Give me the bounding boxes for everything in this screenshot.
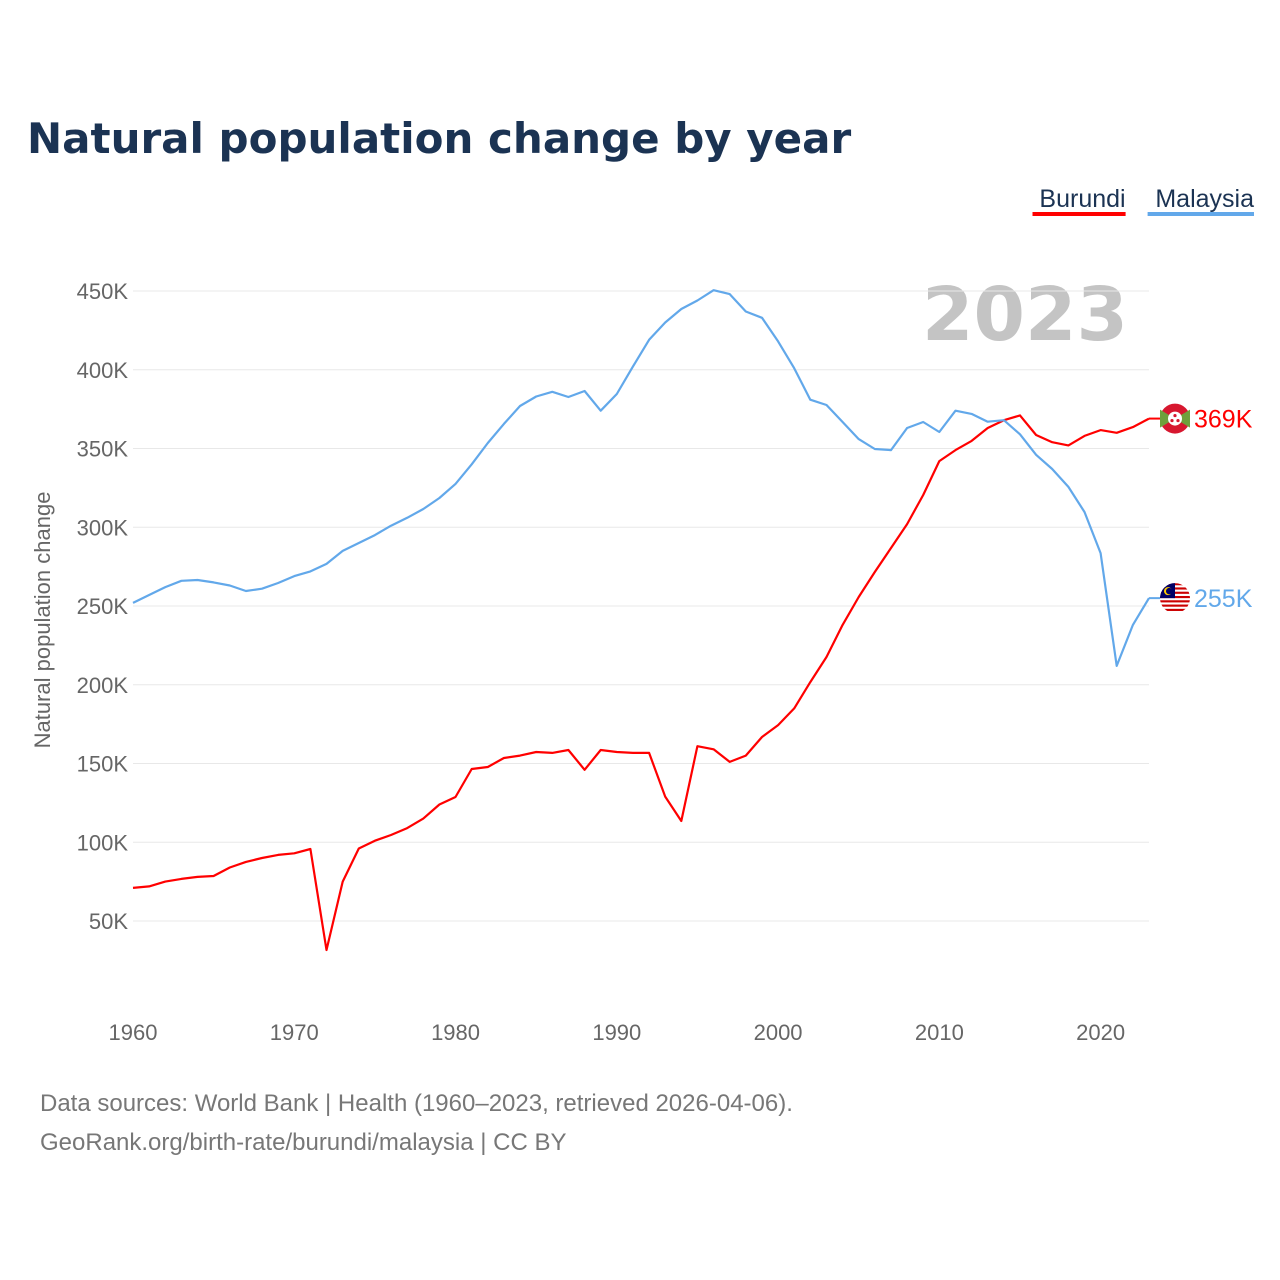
- y-tick-label: 50K: [89, 909, 128, 934]
- x-tick-label: 2000: [754, 1020, 803, 1045]
- year-watermark: 2023: [922, 272, 1128, 358]
- y-tick-label: 250K: [77, 594, 129, 619]
- end-labels: 369K 255K: [1149, 403, 1253, 614]
- legend-item-burundi[interactable]: Burundi: [1039, 185, 1125, 213]
- y-tick-label: 100K: [77, 830, 129, 855]
- legend-swatch: [1032, 212, 1126, 216]
- series-lines: [132, 289, 1150, 952]
- y-axis-label: Natural population change: [30, 492, 55, 749]
- chart-title: Natural population change by year: [27, 114, 851, 163]
- x-tick-label: 1990: [592, 1020, 641, 1045]
- gridlines: [133, 290, 1149, 922]
- malaysia-flag-icon: [1160, 583, 1190, 614]
- series-line-burundi: [132, 414, 1150, 952]
- x-axis: 1960 1970 1980 1990 2000 2010 2020: [109, 1020, 1126, 1045]
- x-tick-label: 1960: [109, 1020, 158, 1045]
- y-tick-label: 400K: [77, 358, 129, 383]
- legend: Malaysia Burundi: [1032, 185, 1254, 216]
- y-axis: 50K 100K 150K 200K 250K 300K 350K 400K 450K: [77, 279, 129, 934]
- end-label-malaysia: 255K: [1194, 585, 1253, 613]
- x-tick-label: 2020: [1076, 1020, 1125, 1045]
- source-url[interactable]: GeoRank.org/birth-rate/burundi/malaysia …: [40, 1129, 566, 1156]
- y-tick-label: 350K: [77, 437, 129, 462]
- source-line: Data sources: World Bank | Health (1960–…: [40, 1090, 793, 1117]
- burundi-flag-icon: [1160, 403, 1190, 434]
- x-tick-label: 1980: [431, 1020, 480, 1045]
- legend-item-malaysia[interactable]: Malaysia: [1155, 185, 1254, 213]
- x-tick-label: 2010: [915, 1020, 964, 1045]
- legend-swatch: [1147, 212, 1254, 216]
- y-tick-label: 300K: [77, 515, 129, 540]
- y-tick-label: 150K: [77, 752, 129, 777]
- end-label-burundi: 369K: [1194, 406, 1253, 434]
- y-tick-label: 200K: [77, 673, 129, 698]
- y-tick-label: 450K: [77, 279, 129, 304]
- series-line-malaysia: [132, 289, 1150, 668]
- x-tick-label: 1970: [270, 1020, 319, 1045]
